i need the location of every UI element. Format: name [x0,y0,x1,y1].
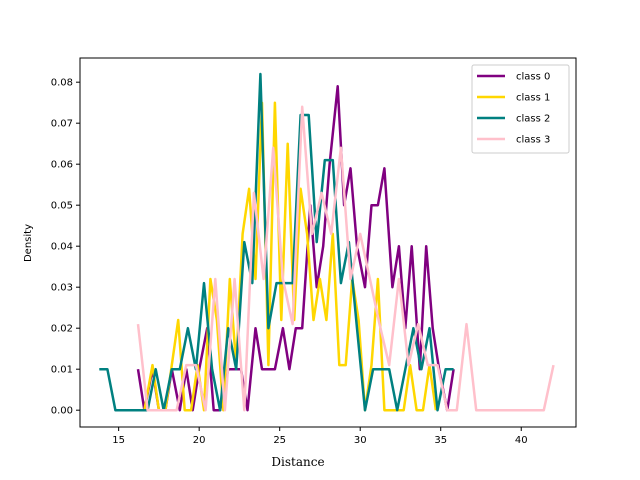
y-tick-label: 0.08 [51,78,73,89]
series-line-class-0 [136,85,455,412]
legend-label: class 1 [516,93,550,104]
y-tick-label: 0.06 [51,160,73,171]
y-axis-ticks: 0.00 0.01 0.02 0.03 0.04 0.05 0.06 0.07 0.08 [51,78,80,417]
series-line-class-1 [143,101,438,412]
legend-label: class 2 [516,114,550,125]
x-tick-label: 15 [112,435,125,446]
y-tick-label: 0.04 [51,242,73,253]
legend-label: class 0 [516,72,550,83]
plot-frame [79,57,577,428]
legend-label: class 3 [516,135,550,146]
legend-items: class 0 class 1 class 2 class 3 [477,72,550,146]
plot-lines [99,72,555,412]
y-tick-label: 0.02 [51,324,73,335]
x-tick-label: 35 [434,435,447,446]
x-axis-ticks: 15 20 25 30 35 40 [112,427,528,446]
y-tick-label: 0.05 [51,201,73,212]
y-tick-label: 0.03 [51,283,73,294]
x-axis-label: Distance [271,455,324,469]
x-tick-label: 25 [273,435,286,446]
y-tick-label: 0.00 [51,406,73,417]
y-tick-label: 0.07 [51,119,73,130]
legend-box [471,64,570,154]
series-line-class-2 [99,72,454,412]
y-tick-label: 0.01 [51,365,73,376]
x-tick-label: 30 [354,435,367,446]
x-tick-label: 40 [515,435,528,446]
y-axis-label: Density [23,224,34,262]
x-tick-label: 20 [193,435,206,446]
legend: class 0 class 1 class 2 class 3 [471,64,570,154]
series-line-class-3 [136,105,555,412]
